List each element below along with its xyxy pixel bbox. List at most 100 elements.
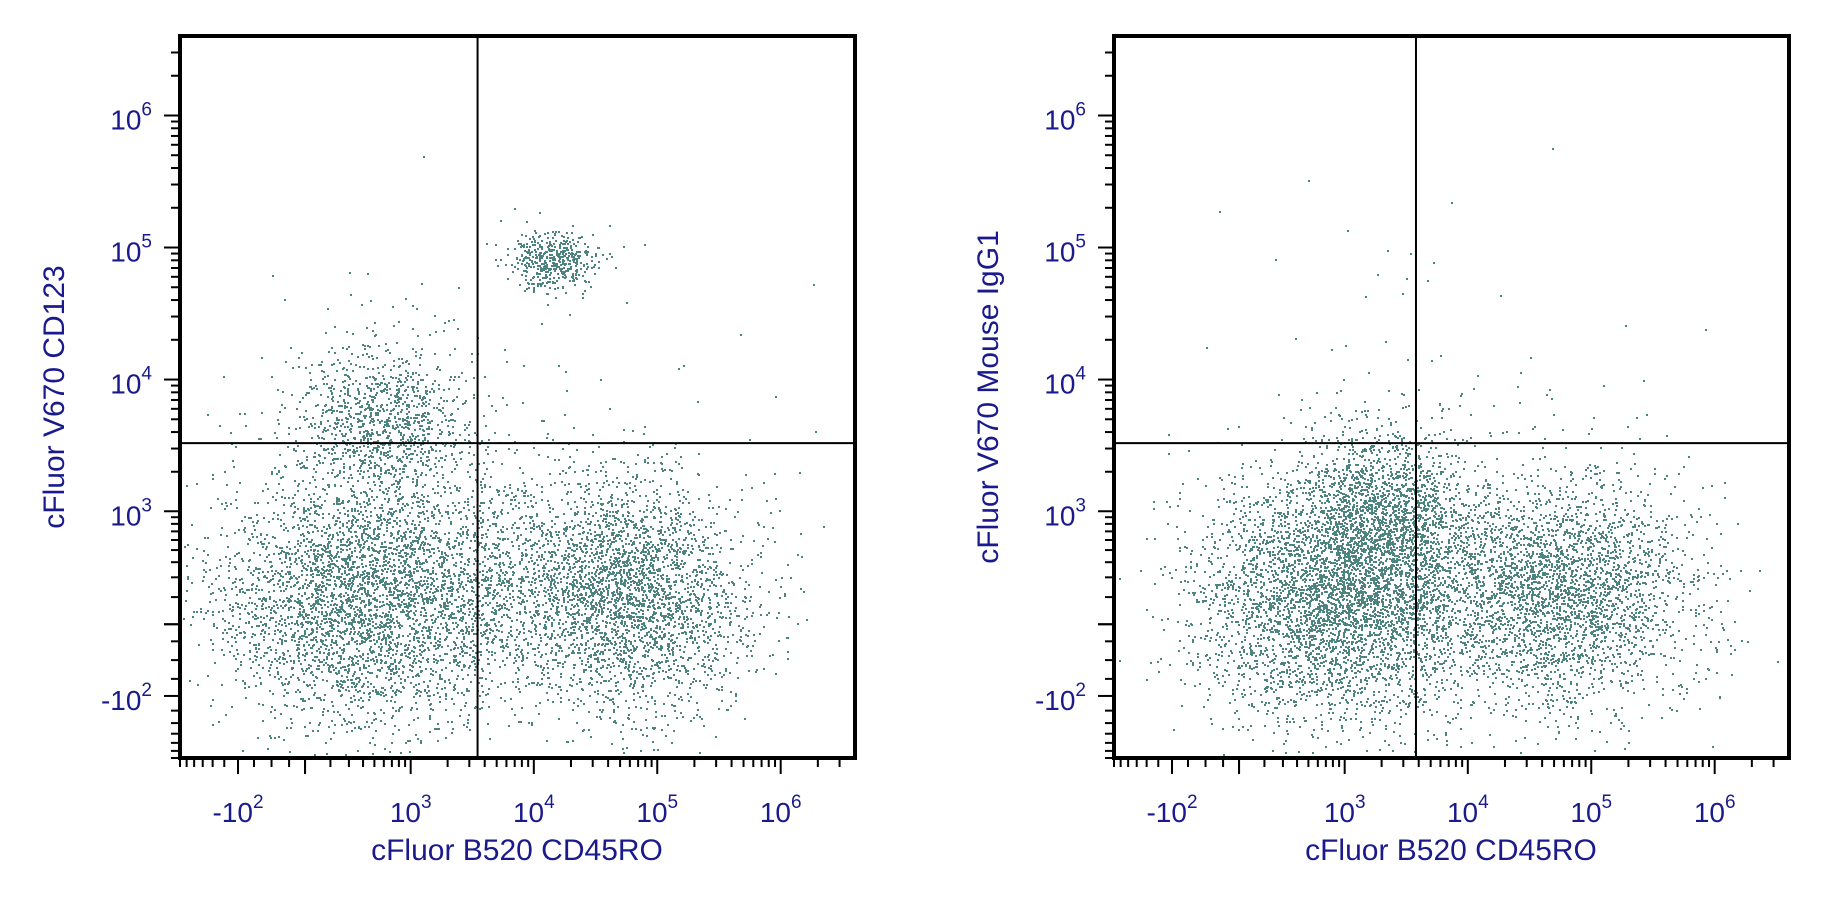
event-dot — [355, 535, 357, 537]
event-dot — [268, 554, 270, 556]
event-dot — [336, 499, 338, 501]
event-dot — [300, 560, 302, 562]
event-dot — [318, 544, 320, 546]
event-dot — [294, 623, 296, 625]
event-dot — [449, 590, 451, 592]
event-dot — [430, 535, 432, 537]
event-dot — [408, 580, 410, 582]
event-dot — [273, 553, 275, 555]
event-dot — [350, 531, 352, 533]
event-dot — [354, 641, 356, 643]
event-dot — [322, 409, 324, 411]
event-dot — [245, 622, 247, 624]
event-dot — [354, 631, 356, 633]
event-dot — [634, 624, 636, 626]
event-dot — [351, 555, 353, 557]
event-dot — [376, 514, 378, 516]
event-dot — [638, 611, 640, 613]
event-dot — [480, 522, 482, 524]
event-dot — [241, 588, 243, 590]
event-dot — [311, 707, 313, 709]
event-dot — [225, 502, 227, 504]
event-dot — [364, 641, 366, 643]
event-dot — [653, 569, 655, 571]
event-dot — [551, 587, 553, 589]
event-dot — [587, 523, 589, 525]
event-dot — [326, 753, 328, 755]
event-dot — [463, 600, 465, 602]
event-dot — [423, 527, 425, 529]
event-dot — [283, 590, 285, 592]
event-dot — [452, 728, 454, 730]
event-dot — [475, 645, 477, 647]
event-dot — [404, 680, 406, 682]
event-dot — [569, 456, 571, 458]
event-dot — [297, 524, 299, 526]
event-dot — [511, 606, 513, 608]
event-dot — [396, 546, 398, 548]
event-dot — [446, 600, 448, 602]
event-dot — [388, 666, 390, 668]
event-dot — [619, 570, 621, 572]
event-dot — [370, 537, 372, 539]
event-dot — [406, 553, 408, 555]
event-dot — [355, 606, 357, 608]
event-dot — [379, 595, 381, 597]
event-dot — [257, 542, 259, 544]
event-dot — [649, 642, 651, 644]
event-dot — [271, 473, 273, 475]
event-dot — [479, 708, 481, 710]
event-dot — [254, 529, 256, 531]
event-dot — [364, 637, 366, 639]
event-dot — [437, 660, 439, 662]
event-dot — [470, 641, 472, 643]
event-dot — [361, 593, 363, 595]
event-dot — [687, 618, 689, 620]
event-dot — [189, 680, 191, 682]
event-dot — [447, 587, 449, 589]
event-dot — [742, 569, 744, 571]
event-dot — [333, 588, 335, 590]
event-dot — [462, 678, 464, 680]
event-dot — [390, 631, 392, 633]
event-dot — [439, 701, 441, 703]
event-dot — [725, 617, 727, 619]
event-dot — [376, 693, 378, 695]
event-dot — [404, 568, 406, 570]
event-dot — [311, 580, 313, 582]
event-dot — [279, 573, 281, 575]
event-dot — [386, 603, 388, 605]
event-dot — [687, 544, 689, 546]
event-dot — [312, 730, 314, 732]
event-dot — [541, 491, 543, 493]
event-dot — [683, 496, 685, 498]
event-dot — [427, 543, 429, 545]
event-dot — [361, 600, 363, 602]
event-dot — [496, 557, 498, 559]
event-dot — [301, 595, 303, 597]
event-dot — [239, 591, 241, 593]
event-dot — [340, 658, 342, 660]
event-dot — [414, 658, 416, 660]
event-dot — [655, 711, 657, 713]
event-dot — [329, 527, 331, 529]
event-dot — [437, 647, 439, 649]
event-dot — [349, 543, 351, 545]
event-dot — [696, 600, 698, 602]
event-dot — [244, 413, 246, 415]
event-dot — [304, 633, 306, 635]
event-dot — [507, 512, 509, 514]
event-dot — [257, 502, 259, 504]
event-dot — [647, 462, 649, 464]
event-dot — [565, 609, 567, 611]
event-dot — [311, 539, 313, 541]
event-dot — [377, 559, 379, 561]
event-dot — [205, 562, 207, 564]
event-dot — [422, 657, 424, 659]
event-dot — [643, 628, 645, 630]
event-dot — [274, 537, 276, 539]
event-dot — [547, 529, 549, 531]
event-dot — [351, 682, 353, 684]
event-dot — [304, 631, 306, 633]
event-dot — [531, 724, 533, 726]
